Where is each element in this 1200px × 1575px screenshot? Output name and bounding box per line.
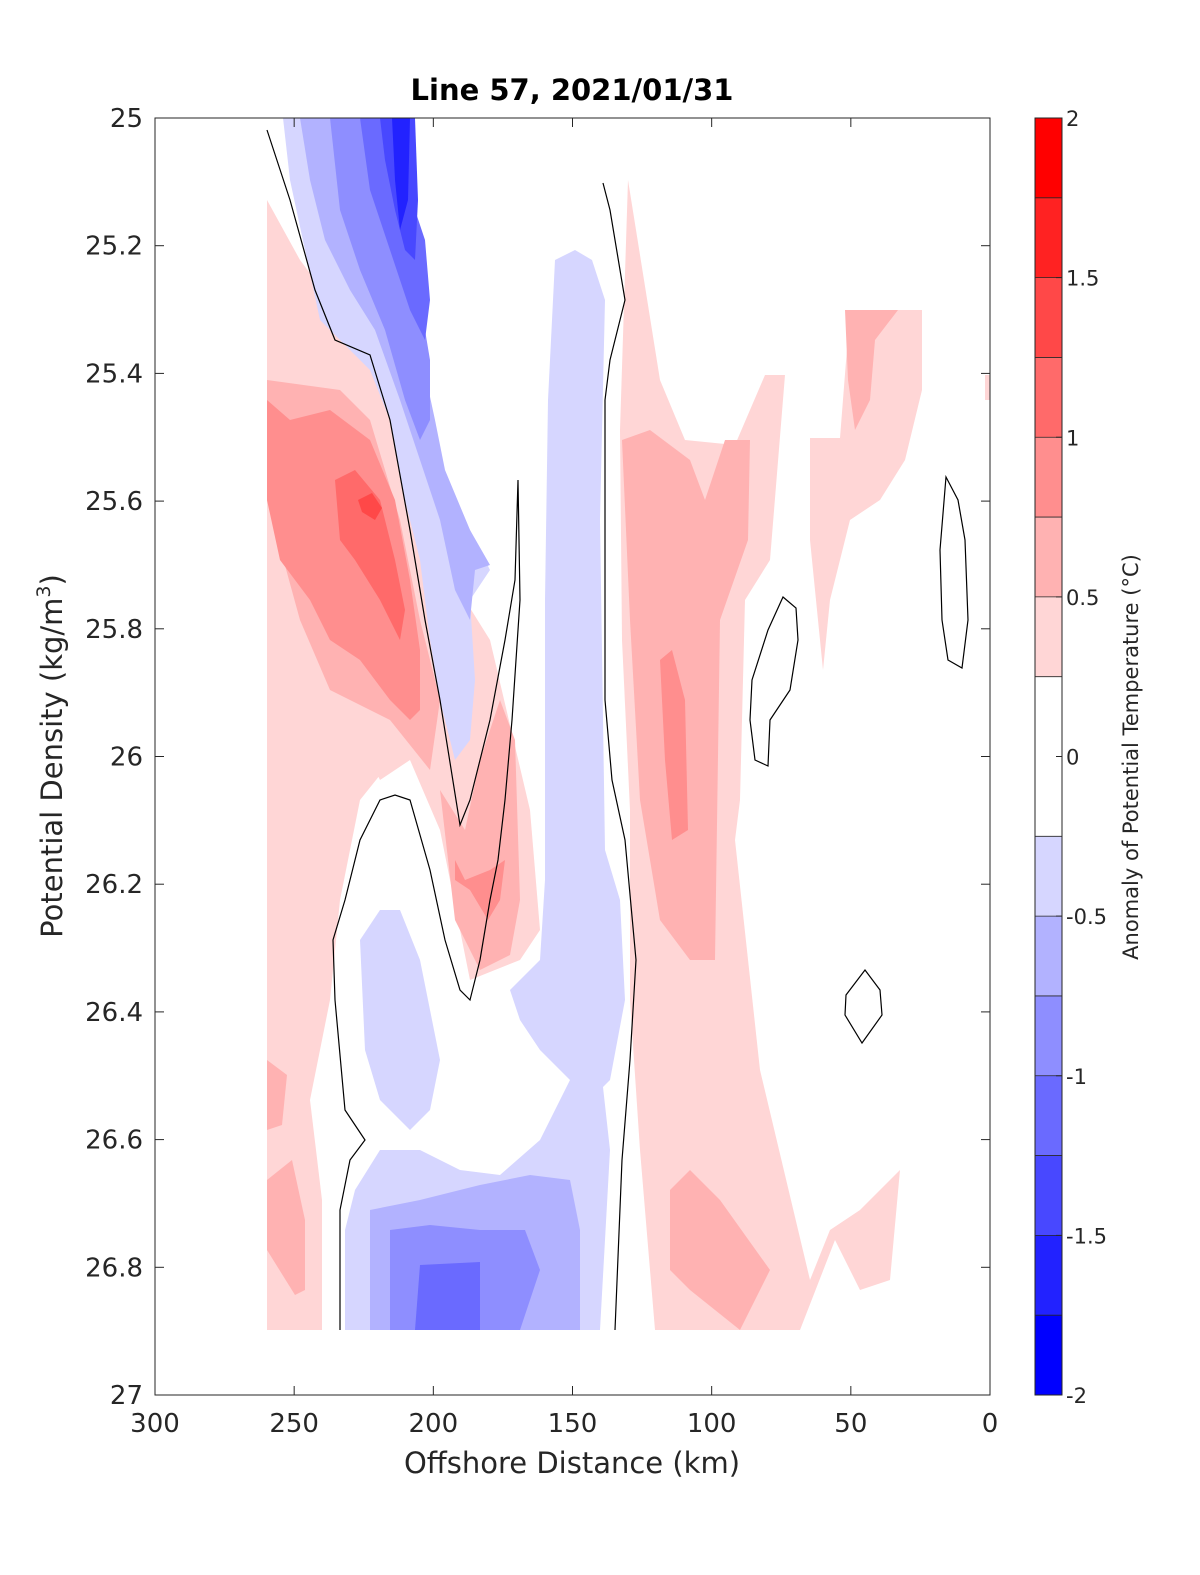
x-tick-label: 200 bbox=[409, 1409, 459, 1439]
colorbar-title: Anomaly of Potential Temperature (°C) bbox=[1119, 554, 1143, 960]
colorbar-tick-label: 2 bbox=[1066, 107, 1079, 131]
warm-strong-offshore bbox=[660, 650, 688, 840]
colorbar-swatch bbox=[1035, 1235, 1062, 1316]
y-tick-label: 25.6 bbox=[85, 487, 143, 517]
cool-region-upper bbox=[283, 118, 490, 760]
colorbar-tick-label: -0.5 bbox=[1066, 905, 1107, 929]
warm-medium-tongue bbox=[440, 700, 520, 970]
zero-contour-ring-b bbox=[939, 474, 969, 669]
cold-core-peak bbox=[392, 118, 410, 230]
x-axis-title: Offshore Distance (km) bbox=[404, 1446, 740, 1480]
colorbar-swatch bbox=[1035, 437, 1062, 518]
y-axis-title-close: ) bbox=[35, 574, 69, 585]
colorbar-tick-label: 0 bbox=[1066, 746, 1079, 770]
colorbar-tick-label: 1 bbox=[1066, 426, 1079, 450]
colorbar-swatch bbox=[1035, 596, 1062, 677]
y-axis-title-sup: 3 bbox=[33, 585, 55, 597]
x-axis: 300 250 200 150 100 50 0 bbox=[130, 118, 998, 1439]
y-tick-label: 25 bbox=[110, 104, 143, 134]
y-tick-label: 26.4 bbox=[85, 998, 143, 1028]
zero-contour-ring-a bbox=[749, 596, 799, 767]
colorbar-tick-label: 1.5 bbox=[1066, 267, 1099, 291]
colorbar-tick-label: 0.5 bbox=[1066, 586, 1099, 610]
y-tick-label: 26.2 bbox=[85, 870, 143, 900]
chart-title: Line 57, 2021/01/31 bbox=[411, 73, 734, 107]
warm-strong-west bbox=[267, 400, 420, 720]
x-tick-label: 50 bbox=[834, 1409, 867, 1439]
colorbar: 2 1.5 1 0.5 0 -0.5 -1 -1.5 -2 bbox=[1034, 107, 1107, 1408]
y-tick-label: 26.8 bbox=[85, 1253, 143, 1283]
warm-peak bbox=[335, 470, 405, 640]
x-tick-label: 300 bbox=[130, 1409, 180, 1439]
colorbar-swatch bbox=[1035, 357, 1062, 438]
colorbar-swatch bbox=[1035, 517, 1062, 597]
colder-region-core bbox=[360, 118, 430, 340]
cool-band-center bbox=[510, 250, 625, 1100]
colorbar-swatch bbox=[1035, 1315, 1062, 1395]
colder-region-upper bbox=[330, 118, 430, 440]
y-tick-label: 26 bbox=[110, 743, 143, 773]
zero-contour-lines bbox=[266, 129, 969, 1331]
contour-fills bbox=[266, 118, 990, 1331]
colorbar-swatch bbox=[1035, 197, 1062, 278]
colorbar-swatch bbox=[1035, 836, 1062, 917]
y-axis: 25 25.2 25.4 25.6 25.8 26 26.2 26.4 26.6 26.8 27 bbox=[85, 104, 990, 1411]
y-tick-label: 25.8 bbox=[85, 615, 143, 645]
y-tick-label: 25.2 bbox=[85, 232, 143, 262]
zero-contour-west bbox=[266, 129, 521, 1330]
coldest-region-deep bbox=[415, 1262, 480, 1330]
warm-medium-deep bbox=[670, 1170, 770, 1330]
colorbar-tick-label: -1 bbox=[1066, 1065, 1087, 1089]
x-tick-label: 0 bbox=[982, 1409, 999, 1439]
colorbar-swatch bbox=[1035, 1075, 1062, 1156]
warm-medium-offshore bbox=[622, 430, 750, 960]
zero-contour-mid bbox=[602, 182, 637, 1331]
x-tick-label: 150 bbox=[548, 1409, 598, 1439]
cool-region-west-mid bbox=[360, 910, 440, 1130]
warm-peak-core bbox=[358, 493, 382, 520]
y-tick-label: 27 bbox=[110, 1381, 143, 1411]
colorbar-tick-label: -2 bbox=[1066, 1384, 1087, 1408]
colorbar-swatch bbox=[1035, 995, 1062, 1076]
cold-region-upper bbox=[300, 118, 490, 620]
colorbar-swatch bbox=[1035, 1155, 1062, 1236]
y-tick-label: 25.4 bbox=[85, 359, 143, 389]
zero-contour-ring-c bbox=[844, 969, 883, 1045]
colorbar-swatch bbox=[1035, 118, 1062, 198]
warm-strong-tongue bbox=[455, 860, 505, 920]
x-tick-label: 250 bbox=[269, 1409, 319, 1439]
colorbar-swatch bbox=[1035, 277, 1062, 358]
warm-medium-coastal bbox=[845, 310, 898, 430]
y-axis-title: Potential Density (kg/m3) bbox=[33, 574, 69, 938]
y-axis-title-main: Potential Density (kg/m bbox=[35, 598, 69, 938]
colorbar-tick-label: -1.5 bbox=[1066, 1224, 1107, 1248]
x-tick-label: 100 bbox=[687, 1409, 737, 1439]
warm-medium-deep-west bbox=[267, 1060, 305, 1295]
y-tick-label: 26.6 bbox=[85, 1126, 143, 1156]
colorbar-swatch bbox=[1035, 916, 1062, 996]
